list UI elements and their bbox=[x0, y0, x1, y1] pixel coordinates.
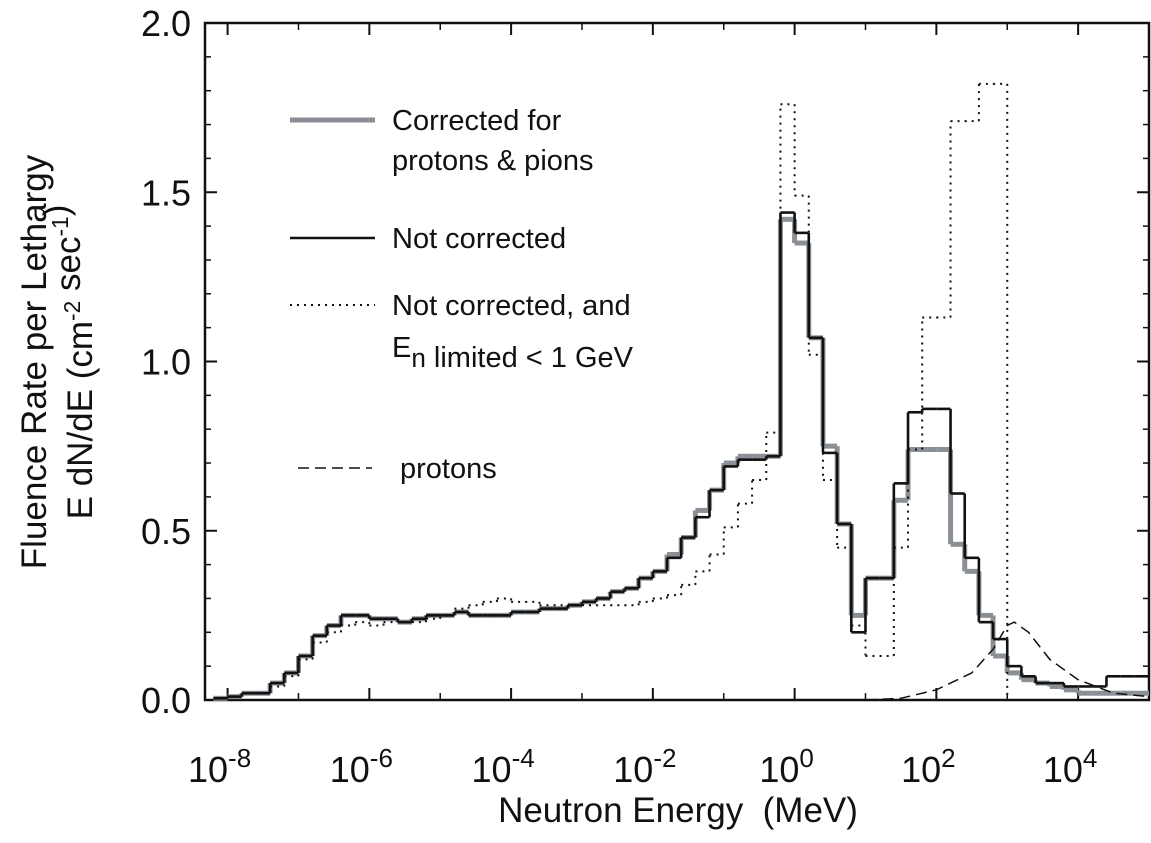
x-tick-base: 10 bbox=[901, 749, 941, 790]
x-tick-base: 10 bbox=[759, 749, 799, 790]
y-axis-title-line: E dN/dE (cm-2 sec-1) bbox=[37, 205, 100, 520]
proton-curve bbox=[865, 621, 1150, 701]
x-tick-label: 100 bbox=[759, 743, 814, 790]
text-run: E dN/dE (cm bbox=[61, 321, 100, 519]
x-tick-label: 10-6 bbox=[330, 743, 393, 790]
x-tick-label: 10-4 bbox=[472, 743, 535, 790]
text-run: E bbox=[392, 332, 411, 364]
y-tick-label: 0.0 bbox=[141, 680, 191, 721]
legend-label: Not corrected bbox=[392, 223, 566, 255]
text-run: ) bbox=[37, 205, 76, 217]
x-tick-label: 10-2 bbox=[613, 743, 676, 790]
x-tick-exponent: -8 bbox=[228, 743, 251, 773]
superscript: -1 bbox=[47, 216, 73, 236]
x-tick-exponent: 4 bbox=[1083, 743, 1097, 773]
y-axis-title-line: Fluence Rate per Lethargy bbox=[15, 154, 54, 569]
text-run: Not corrected bbox=[392, 223, 566, 255]
y-tick-label: 1.5 bbox=[141, 172, 191, 213]
text-run: protons & pions bbox=[392, 145, 594, 177]
superscript: -2 bbox=[59, 301, 85, 321]
legend-label: Not corrected, and bbox=[392, 290, 631, 322]
x-tick-base: 10 bbox=[613, 749, 653, 790]
x-tick-base: 10 bbox=[330, 749, 370, 790]
x-tick-base: 10 bbox=[472, 749, 512, 790]
y-tick-label: 0.5 bbox=[141, 511, 191, 552]
x-tick-base: 10 bbox=[1043, 749, 1083, 790]
x-tick-label: 102 bbox=[901, 743, 956, 790]
x-tick-label: 104 bbox=[1043, 743, 1098, 790]
text-run: Corrected for bbox=[392, 105, 562, 137]
x-tick-exponent: 0 bbox=[799, 743, 813, 773]
text-run: sec bbox=[49, 237, 88, 301]
y-axis-title: Fluence Rate per Lethargy E dN/dE (cm-2 s… bbox=[15, 154, 100, 569]
legend-label: protons bbox=[400, 453, 497, 485]
legend-label: Corrected for bbox=[392, 105, 562, 137]
plot-frame bbox=[203, 21, 1151, 702]
x-axis-title: Neutron Energy (MeV) bbox=[498, 791, 858, 830]
y-tick-label: 2.0 bbox=[141, 3, 191, 44]
series-dotted bbox=[213, 82, 1149, 701]
subscript: n bbox=[411, 343, 426, 373]
x-tick-exponent: -6 bbox=[370, 743, 393, 773]
text-run: limited < 1 GeV bbox=[426, 342, 634, 374]
series-solid bbox=[213, 211, 1149, 700]
series-dashed bbox=[865, 621, 1150, 701]
legend-label: protons & pions bbox=[392, 145, 594, 177]
x-tick-base: 10 bbox=[188, 749, 228, 790]
legend-label: En limited < 1 GeV bbox=[392, 332, 634, 374]
text-run: Fluence Rate per Lethargy bbox=[15, 154, 54, 569]
y-tick-label: 1.0 bbox=[141, 342, 191, 383]
series-solid bbox=[213, 216, 1149, 701]
text-run: Not corrected, and bbox=[392, 290, 631, 322]
x-tick-exponent: -2 bbox=[653, 743, 676, 773]
x-tick-label: 10-8 bbox=[188, 743, 251, 790]
x-tick-exponent: -4 bbox=[512, 743, 535, 773]
x-tick-exponent: 2 bbox=[941, 743, 955, 773]
text-run: protons bbox=[400, 453, 497, 485]
